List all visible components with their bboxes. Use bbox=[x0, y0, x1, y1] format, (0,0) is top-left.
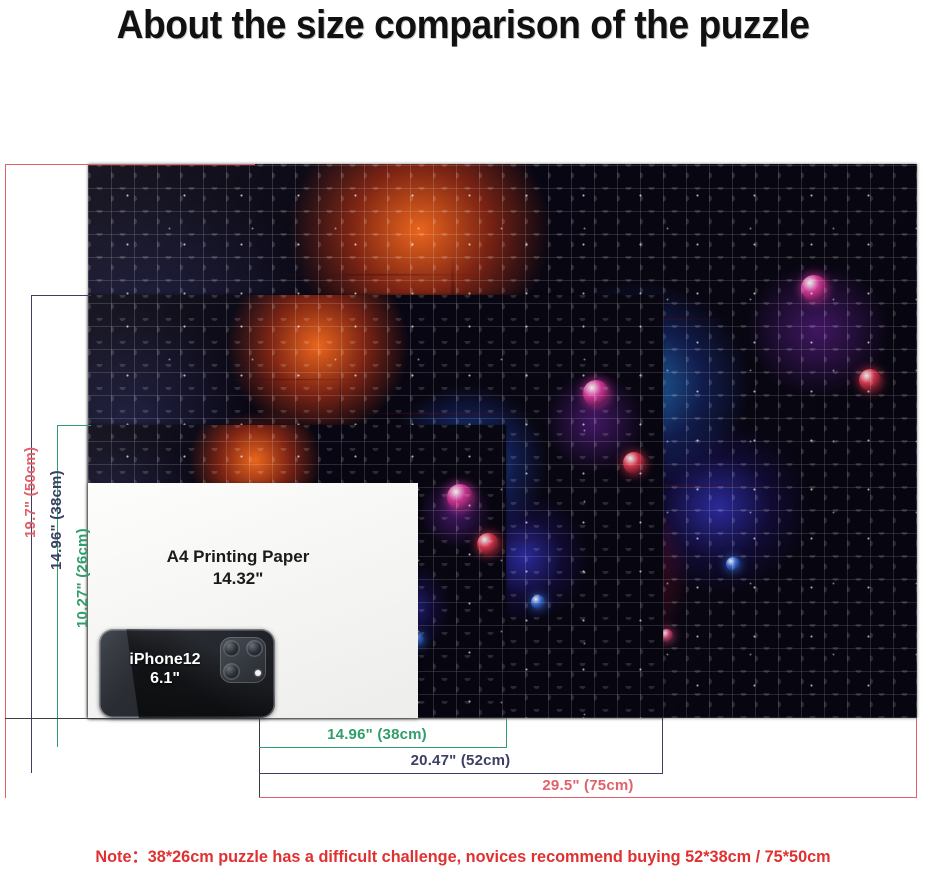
iphone-reference: iPhone12 6.1" bbox=[99, 629, 275, 718]
guide-drop-large bbox=[916, 718, 917, 798]
height-label-medium: 14.96" (38cm) bbox=[48, 470, 65, 570]
camera-module-icon bbox=[220, 637, 266, 683]
guide-line-width-small bbox=[259, 747, 507, 748]
camera-lens-icon bbox=[223, 640, 240, 657]
camera-lens-icon bbox=[246, 640, 263, 657]
guide-line-height-medium bbox=[31, 295, 32, 773]
guide-cap-top-small bbox=[57, 425, 91, 426]
guide-line-height-large bbox=[5, 164, 6, 798]
a4-label: A4 Printing Paper bbox=[166, 547, 310, 566]
phone-label: iPhone12 bbox=[129, 651, 201, 668]
height-label-large: 19.7" (50cm) bbox=[22, 446, 39, 538]
page-title: About the size comparison of the puzzle bbox=[116, 3, 810, 47]
width-label-medium: 20.47" (52cm) bbox=[410, 752, 511, 769]
guide-cap-top-large bbox=[5, 164, 255, 165]
height-label-small: 10.27" (26cm) bbox=[74, 528, 91, 628]
a4-size-label: 14.32" bbox=[212, 569, 264, 588]
note-text: Note：38*26cm puzzle has a difficult chal… bbox=[95, 848, 831, 866]
width-label-large: 29.5" (75cm) bbox=[542, 777, 634, 794]
guide-line-width-medium bbox=[259, 773, 662, 774]
guide-drop-medium bbox=[662, 718, 663, 774]
width-label-small: 14.96" (38cm) bbox=[327, 726, 427, 743]
guide-drop-left bbox=[259, 718, 260, 798]
guide-baseline bbox=[5, 718, 259, 719]
guide-drop-small bbox=[506, 718, 507, 748]
flash-icon bbox=[255, 670, 261, 676]
guide-line-height-small bbox=[57, 425, 58, 747]
guide-line-width-large bbox=[259, 797, 917, 798]
camera-lens-icon bbox=[223, 663, 240, 680]
guide-cap-top-medium bbox=[31, 295, 91, 296]
phone-size-label: 6.1" bbox=[150, 670, 180, 687]
